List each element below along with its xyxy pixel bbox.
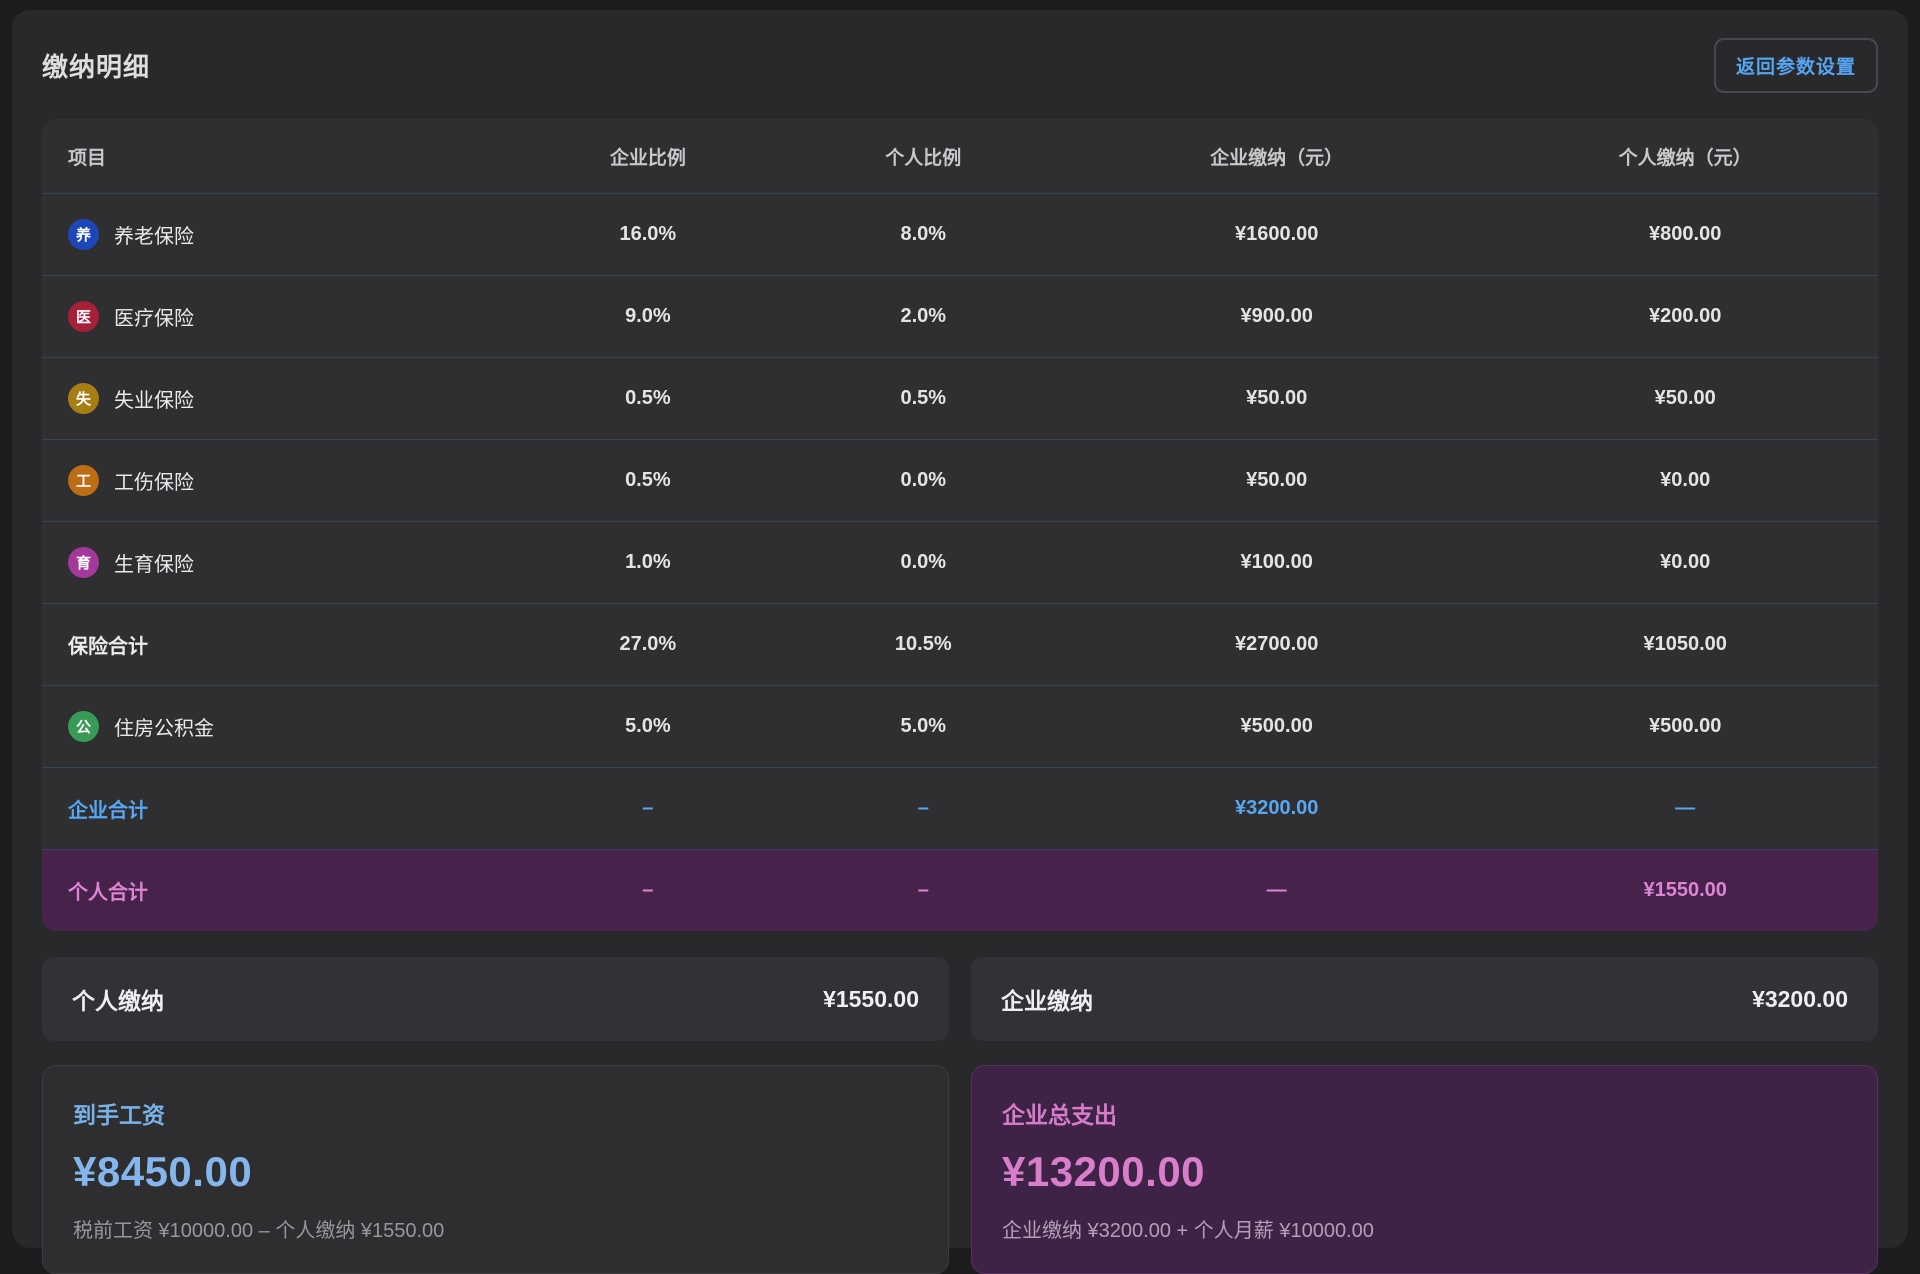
item-label: 保险合计 bbox=[68, 630, 148, 659]
pension-icon: 养 bbox=[68, 219, 99, 250]
pers-amount-cell: ¥1550.00 bbox=[1492, 879, 1878, 902]
corp-ratio-cell: 27.0% bbox=[510, 633, 785, 656]
corp-amount-cell: ¥50.00 bbox=[1061, 387, 1492, 410]
pers-amount-cell: ¥50.00 bbox=[1492, 387, 1878, 410]
corp-amount-cell: ¥500.00 bbox=[1061, 715, 1492, 738]
corp-amount-cell: ¥50.00 bbox=[1061, 469, 1492, 492]
pers-ratio-cell: 2.0% bbox=[786, 305, 1061, 328]
maternity-icon: 育 bbox=[68, 547, 99, 578]
company-total-label: 企业缴纳 bbox=[1001, 982, 1093, 1016]
item-cell: 养养老保险 bbox=[42, 219, 510, 250]
result-cards-row: 到手工资 ¥8450.00 税前工资 ¥10000.00 – 个人缴纳 ¥155… bbox=[42, 1065, 1878, 1274]
pers-ratio-cell: 8.0% bbox=[786, 223, 1061, 246]
pers-ratio-cell: 10.5% bbox=[786, 633, 1061, 656]
pers-amount-cell: ¥200.00 bbox=[1492, 305, 1878, 328]
item-label: 住房公积金 bbox=[114, 712, 214, 741]
item-label: 养老保险 bbox=[114, 220, 194, 249]
personal-total-card: 个人缴纳 ¥1550.00 bbox=[42, 957, 949, 1041]
pers-amount-cell: ¥500.00 bbox=[1492, 715, 1878, 738]
item-label: 企业合计 bbox=[68, 794, 148, 823]
personal-total-label: 个人缴纳 bbox=[72, 982, 164, 1016]
item-label: 医疗保险 bbox=[114, 302, 194, 331]
table-header-row: 项目 企业比例 个人比例 企业缴纳（元） 个人缴纳（元） bbox=[42, 119, 1878, 193]
item-cell: 保险合计 bbox=[42, 630, 510, 659]
corp-amount-cell: ¥900.00 bbox=[1061, 305, 1492, 328]
header-pers-amount: 个人缴纳（元） bbox=[1492, 143, 1878, 170]
injury-icon: 工 bbox=[68, 465, 99, 496]
back-to-settings-button[interactable]: 返回参数设置 bbox=[1714, 38, 1878, 93]
personal-total-value: ¥1550.00 bbox=[823, 986, 919, 1013]
corp-ratio-cell: – bbox=[510, 797, 785, 820]
header-corp-amount: 企业缴纳（元） bbox=[1061, 143, 1492, 170]
pers-amount-cell: ¥0.00 bbox=[1492, 469, 1878, 492]
corp-ratio-cell: 9.0% bbox=[510, 305, 785, 328]
pers-ratio-cell: 0.5% bbox=[786, 387, 1061, 410]
corp-ratio-cell: 5.0% bbox=[510, 715, 785, 738]
corp-ratio-cell: 1.0% bbox=[510, 551, 785, 574]
corp-amount-cell: ¥2700.00 bbox=[1061, 633, 1492, 656]
table-row-9: 个人合计––—¥1550.00 bbox=[42, 849, 1878, 931]
header-pers-ratio: 个人比例 bbox=[786, 143, 1061, 170]
table-row-8: 企业合计––¥3200.00— bbox=[42, 767, 1878, 849]
company-expense-formula: 企业缴纳 ¥3200.00 + 个人月薪 ¥10000.00 bbox=[1002, 1214, 1847, 1243]
pers-ratio-cell: 5.0% bbox=[786, 715, 1061, 738]
pers-ratio-cell: 0.0% bbox=[786, 469, 1061, 492]
panel-header: 缴纳明细 返回参数设置 bbox=[42, 38, 1878, 93]
summary-row: 个人缴纳 ¥1550.00 企业缴纳 ¥3200.00 bbox=[42, 957, 1878, 1041]
corp-amount-cell: ¥3200.00 bbox=[1061, 797, 1492, 820]
item-cell: 企业合计 bbox=[42, 794, 510, 823]
page-title: 缴纳明细 bbox=[42, 47, 150, 84]
corp-amount-cell: ¥1600.00 bbox=[1061, 223, 1492, 246]
unemployment-icon: 失 bbox=[68, 383, 99, 414]
item-cell: 个人合计 bbox=[42, 876, 510, 905]
take-home-amount: ¥8450.00 bbox=[73, 1148, 918, 1196]
company-expense-title: 企业总支出 bbox=[1002, 1096, 1847, 1130]
company-expense-amount: ¥13200.00 bbox=[1002, 1148, 1847, 1196]
pers-amount-cell: ¥0.00 bbox=[1492, 551, 1878, 574]
header-corp-ratio: 企业比例 bbox=[510, 143, 785, 170]
table-row-6: 保险合计 27.0%10.5%¥2700.00¥1050.00 bbox=[42, 603, 1878, 685]
corp-ratio-cell: 16.0% bbox=[510, 223, 785, 246]
corp-amount-cell: ¥100.00 bbox=[1061, 551, 1492, 574]
payment-detail-panel: 缴纳明细 返回参数设置 项目 企业比例 个人比例 企业缴纳（元） 个人缴纳（元）… bbox=[12, 10, 1908, 1248]
header-item: 项目 bbox=[42, 143, 510, 170]
company-total-value: ¥3200.00 bbox=[1752, 986, 1848, 1013]
medical-icon: 医 bbox=[68, 301, 99, 332]
housing-fund-icon: 公 bbox=[68, 711, 99, 742]
item-cell: 医医疗保险 bbox=[42, 301, 510, 332]
pers-amount-cell: ¥800.00 bbox=[1492, 223, 1878, 246]
item-cell: 工工伤保险 bbox=[42, 465, 510, 496]
take-home-title: 到手工资 bbox=[73, 1096, 918, 1130]
pers-ratio-cell: – bbox=[786, 879, 1061, 902]
corp-ratio-cell: 0.5% bbox=[510, 387, 785, 410]
take-home-salary-card: 到手工资 ¥8450.00 税前工资 ¥10000.00 – 个人缴纳 ¥155… bbox=[42, 1065, 949, 1274]
item-label: 个人合计 bbox=[68, 876, 148, 905]
corp-ratio-cell: – bbox=[510, 879, 785, 902]
pers-ratio-cell: 0.0% bbox=[786, 551, 1061, 574]
item-cell: 公住房公积金 bbox=[42, 711, 510, 742]
take-home-formula: 税前工资 ¥10000.00 – 个人缴纳 ¥1550.00 bbox=[73, 1214, 918, 1243]
pers-amount-cell: — bbox=[1492, 797, 1878, 820]
item-label: 生育保险 bbox=[114, 548, 194, 577]
pers-amount-cell: ¥1050.00 bbox=[1492, 633, 1878, 656]
corp-amount-cell: — bbox=[1061, 879, 1492, 902]
corp-ratio-cell: 0.5% bbox=[510, 469, 785, 492]
item-label: 工伤保险 bbox=[114, 466, 194, 495]
company-expense-card: 企业总支出 ¥13200.00 企业缴纳 ¥3200.00 + 个人月薪 ¥10… bbox=[971, 1065, 1878, 1274]
item-cell: 育生育保险 bbox=[42, 547, 510, 578]
pers-ratio-cell: – bbox=[786, 797, 1061, 820]
item-label: 失业保险 bbox=[114, 384, 194, 413]
company-total-card: 企业缴纳 ¥3200.00 bbox=[971, 957, 1878, 1041]
item-cell: 失失业保险 bbox=[42, 383, 510, 414]
